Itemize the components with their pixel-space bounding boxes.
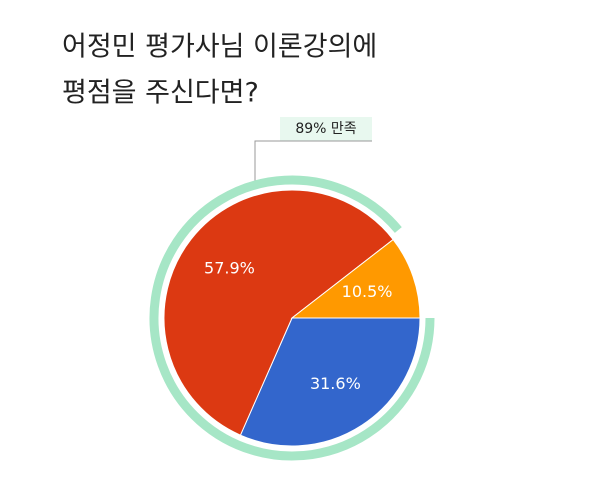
pie-slice — [239, 317, 421, 447]
slice-label: 57.9% — [204, 259, 255, 278]
chart-title: 어정민 평가사님 이론강의에 — [62, 32, 377, 63]
slice-label: 10.5% — [342, 282, 393, 301]
annotation-label: 89% 만족 — [295, 121, 356, 137]
leader-line — [254, 140, 372, 182]
chart-title: 평점을 주신다면? — [62, 78, 259, 109]
pie-slice — [290, 238, 421, 319]
slice-label: 31.6% — [310, 374, 361, 393]
annotation-box — [280, 117, 372, 141]
pie-slice — [163, 189, 394, 436]
annotation-arc — [149, 175, 435, 461]
